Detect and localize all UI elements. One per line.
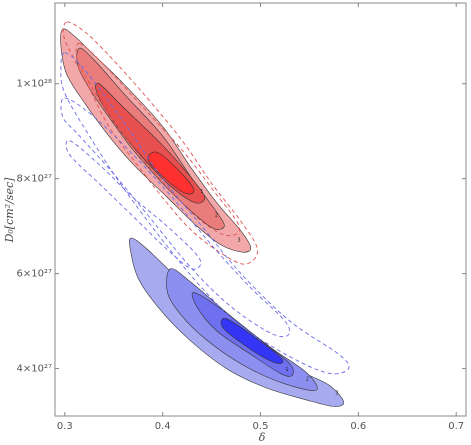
red-dashed-contour-1 <box>75 42 240 237</box>
red-contour-label-2: 2 <box>215 213 218 219</box>
red-contour-level-0 <box>147 151 195 195</box>
filled-contours <box>60 28 345 407</box>
red-contour-label-1: 1 <box>200 189 203 195</box>
y-tick-label: 1×10²⁸ <box>17 79 52 90</box>
x-tick-label: 0.4 <box>155 421 171 432</box>
x-tick-label: 0.7 <box>448 421 464 432</box>
red-contour-label-3: 3 <box>237 237 240 243</box>
dashed-contours <box>60 21 350 375</box>
red-dashed-contour-0 <box>62 21 259 265</box>
x-tick-label: 0.5 <box>253 421 269 432</box>
x-axis-label: δ <box>259 431 266 444</box>
blue-contour-label-3: 3 <box>335 391 338 397</box>
y-tick-label: 8×10²⁷ <box>17 174 52 185</box>
x-tick-label: 0.3 <box>57 421 73 432</box>
y-tick-label: 4×10²⁷ <box>17 364 52 375</box>
y-axis-label: D₀[cm²/sec] <box>3 177 16 244</box>
blue-contour-label-2: 2 <box>306 376 309 382</box>
contour-labels: 3 2 1 3 2 1 <box>200 189 338 397</box>
blue-dashed-contour-3 <box>60 97 291 338</box>
y-tick-label: 6×10²⁷ <box>17 269 52 280</box>
blue-contour-level-0 <box>220 318 284 364</box>
blue-dashed-contour-2 <box>60 52 350 375</box>
axis-ticks: 0.3 0.4 0.5 0.6 0.7 4×10²⁷ 6×10²⁷ 8×10²⁷ 1×10²⁸ <box>17 3 466 432</box>
blue-dashed-contour-4 <box>65 140 202 270</box>
x-tick-label: 0.6 <box>350 421 366 432</box>
blue-contour-label-1: 1 <box>285 367 288 373</box>
